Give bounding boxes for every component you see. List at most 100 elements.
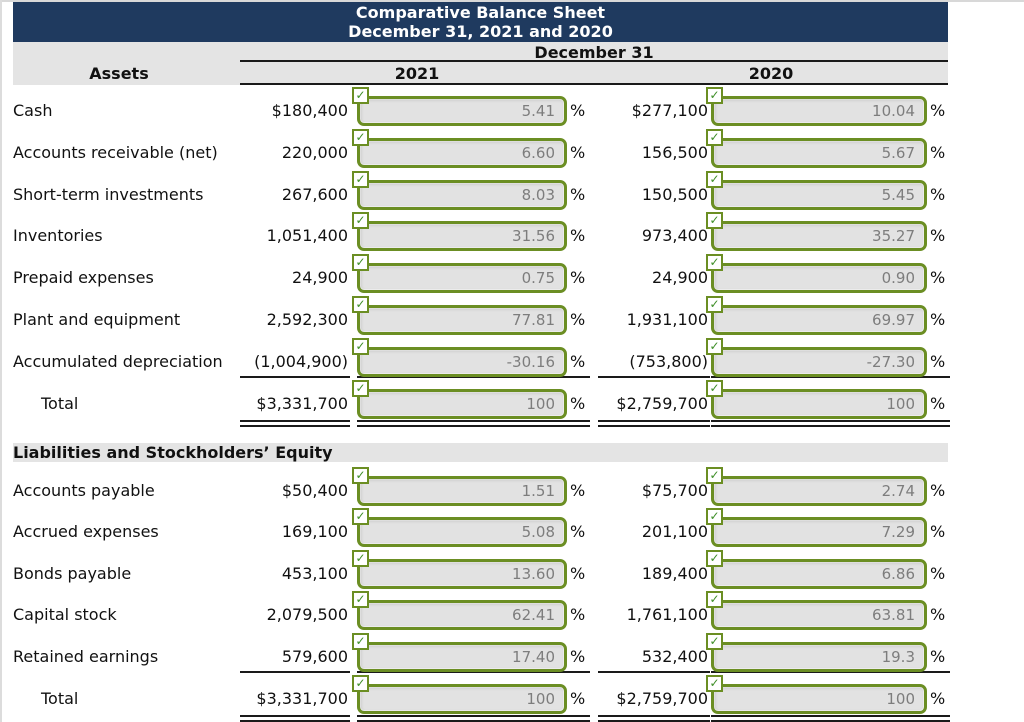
checkmark-icon: ✓ <box>706 212 723 229</box>
percent-value-2021: 0.75 <box>521 269 555 287</box>
percent-input-2021[interactable]: 17.40 <box>357 642 567 672</box>
checkmark-icon: ✓ <box>352 550 369 567</box>
header-rule-bottom <box>240 83 948 85</box>
percent-value-2021: 77.81 <box>512 311 555 329</box>
percent-input-2020[interactable]: 100 <box>711 684 927 714</box>
total-rule-above <box>598 376 710 378</box>
percent-value-2020: 10.04 <box>872 102 915 120</box>
percent-value-2020: 7.29 <box>881 523 915 541</box>
row-label: Accounts payable <box>13 481 155 500</box>
percent-input-2020[interactable]: 10.04 <box>711 96 927 126</box>
table-row: Plant and equipment 2,592,300 ✓ 77.81 % … <box>0 296 1024 337</box>
percent-sign: % <box>570 522 586 541</box>
total-double-rule <box>240 420 350 427</box>
checkmark-icon: ✓ <box>352 296 369 313</box>
checkmark-icon: ✓ <box>352 212 369 229</box>
percent-value-2021: 5.08 <box>521 523 555 541</box>
amount-2021: 24,900 <box>292 268 348 287</box>
percent-value-2021: 8.03 <box>521 186 555 204</box>
row-label: Retained earnings <box>13 647 159 666</box>
percent-sign: % <box>570 226 586 245</box>
percent-sign: % <box>930 605 946 624</box>
checkmark-icon: ✓ <box>706 467 723 484</box>
percent-input-2021[interactable]: 1.51 <box>357 476 567 506</box>
row-label: Accrued expenses <box>13 522 159 541</box>
top-border-line <box>0 0 1024 2</box>
percent-input-2020[interactable]: 6.86 <box>711 559 927 589</box>
row-label: Accumulated depreciation <box>13 352 223 371</box>
total-rule-above <box>357 376 590 378</box>
row-label: Bonds payable <box>13 564 132 583</box>
liabilities-section-header: Liabilities and Stockholders’ Equity <box>13 443 948 462</box>
amount-2021: 169,100 <box>281 522 348 541</box>
amount-2020: 973,400 <box>641 226 708 245</box>
table-row: Accounts payable $50,400 ✓ 1.51 % $75,70… <box>0 467 1024 508</box>
checkmark-icon: ✓ <box>352 467 369 484</box>
percent-input-2020[interactable]: -27.30 <box>711 347 927 377</box>
percent-input-2020[interactable]: 63.81 <box>711 600 927 630</box>
percent-input-2021[interactable]: 62.41 <box>357 600 567 630</box>
amount-2021: $3,331,700 <box>256 394 348 413</box>
table-row: Accumulated depreciation (1,004,900) ✓ -… <box>0 338 1024 379</box>
percent-input-2021[interactable]: 100 <box>357 389 567 419</box>
checkmark-icon: ✓ <box>352 380 369 397</box>
percent-input-2020[interactable]: 5.67 <box>711 138 927 168</box>
percent-value-2020: 35.27 <box>872 227 915 245</box>
amount-2020: $277,100 <box>631 101 708 120</box>
percent-input-2020[interactable]: 69.97 <box>711 305 927 335</box>
amount-2020: 24,900 <box>652 268 708 287</box>
percent-input-2020[interactable]: 7.29 <box>711 517 927 547</box>
percent-sign: % <box>930 481 946 500</box>
checkmark-icon: ✓ <box>352 675 369 692</box>
date-column-header: December 31 <box>534 43 654 62</box>
percent-input-2021[interactable]: 13.60 <box>357 559 567 589</box>
checkmark-icon: ✓ <box>352 129 369 146</box>
percent-input-2021[interactable]: 31.56 <box>357 221 567 251</box>
amount-2020: 1,931,100 <box>626 310 708 329</box>
percent-value-2021: 13.60 <box>512 565 555 583</box>
percent-input-2021[interactable]: 0.75 <box>357 263 567 293</box>
checkmark-icon: ✓ <box>706 171 723 188</box>
percent-input-2020[interactable]: 100 <box>711 389 927 419</box>
percent-value-2021: 62.41 <box>512 606 555 624</box>
statement-subtitle: December 31, 2021 and 2020 <box>348 22 613 41</box>
percent-sign: % <box>930 226 946 245</box>
percent-value-2021: -30.16 <box>506 353 555 371</box>
percent-input-2021[interactable]: 77.81 <box>357 305 567 335</box>
percent-input-2020[interactable]: 0.90 <box>711 263 927 293</box>
percent-sign: % <box>570 185 586 204</box>
amount-2021: 1,051,400 <box>266 226 348 245</box>
checkmark-icon: ✓ <box>352 633 369 650</box>
amount-2020: $2,759,700 <box>616 394 708 413</box>
percent-value-2021: 5.41 <box>521 102 555 120</box>
checkmark-icon: ✓ <box>352 508 369 525</box>
percent-input-2021[interactable]: 5.08 <box>357 517 567 547</box>
checkmark-icon: ✓ <box>706 550 723 567</box>
percent-value-2020: 63.81 <box>872 606 915 624</box>
percent-input-2021[interactable]: -30.16 <box>357 347 567 377</box>
percent-input-2021[interactable]: 6.60 <box>357 138 567 168</box>
percent-input-2020[interactable]: 19.3 <box>711 642 927 672</box>
percent-value-2021: 100 <box>526 690 555 708</box>
total-double-rule <box>711 420 950 427</box>
row-label: Short-term investments <box>13 185 204 204</box>
total-rule-above <box>598 671 710 673</box>
total-double-rule <box>357 715 590 722</box>
amount-2021: 579,600 <box>281 647 348 666</box>
percent-input-2021[interactable]: 8.03 <box>357 180 567 210</box>
percent-sign: % <box>570 564 586 583</box>
amount-2020: 156,500 <box>641 143 708 162</box>
percent-input-2020[interactable]: 5.45 <box>711 180 927 210</box>
checkmark-icon: ✓ <box>706 633 723 650</box>
checkmark-icon: ✓ <box>706 254 723 271</box>
percent-input-2021[interactable]: 5.41 <box>357 96 567 126</box>
percent-input-2020[interactable]: 2.74 <box>711 476 927 506</box>
percent-input-2020[interactable]: 35.27 <box>711 221 927 251</box>
checkmark-icon: ✓ <box>706 129 723 146</box>
checkmark-icon: ✓ <box>706 508 723 525</box>
percent-sign: % <box>930 394 946 413</box>
percent-input-2021[interactable]: 100 <box>357 684 567 714</box>
percent-sign: % <box>570 605 586 624</box>
percent-value-2020: 5.45 <box>881 186 915 204</box>
